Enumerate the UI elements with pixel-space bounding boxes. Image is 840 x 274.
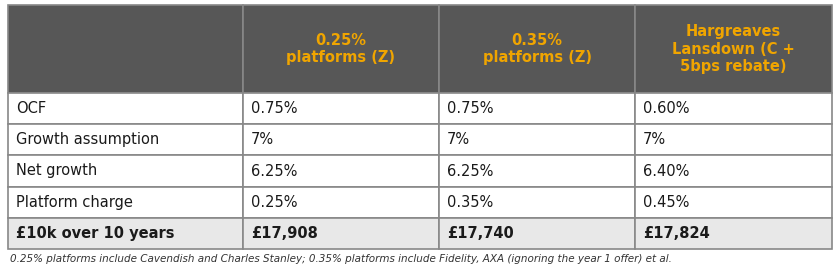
Bar [8,155,243,187]
Bar [439,124,635,155]
Bar [8,93,243,124]
Bar [439,218,635,249]
Text: 7%: 7% [251,132,274,147]
Text: 6.40%: 6.40% [643,164,690,178]
Text: £10k over 10 years: £10k over 10 years [16,226,175,241]
Bar [8,124,243,155]
Text: 0.75%: 0.75% [447,101,493,116]
Bar [635,187,832,218]
Text: 0.25% platforms include Cavendish and Charles Stanley; 0.35% platforms include F: 0.25% platforms include Cavendish and Ch… [10,254,672,264]
Bar [439,187,635,218]
Text: 6.25%: 6.25% [251,164,297,178]
Bar [8,218,243,249]
Text: Growth assumption: Growth assumption [16,132,160,147]
Text: 0.35%: 0.35% [447,195,493,210]
Bar [243,187,439,218]
Text: 0.25%
platforms (Z): 0.25% platforms (Z) [286,33,396,65]
Text: 6.25%: 6.25% [447,164,493,178]
Text: Platform charge: Platform charge [16,195,133,210]
Bar [8,5,243,93]
Bar [635,155,832,187]
Text: OCF: OCF [16,101,46,116]
Text: £17,740: £17,740 [447,226,514,241]
Text: 0.25%: 0.25% [251,195,297,210]
Bar [635,93,832,124]
Bar [439,5,635,93]
Text: 0.45%: 0.45% [643,195,690,210]
Bar [243,218,439,249]
Bar [243,5,439,93]
Text: Net growth: Net growth [16,164,97,178]
Bar [635,218,832,249]
Bar [8,187,243,218]
Text: £17,824: £17,824 [643,226,710,241]
Text: 0.60%: 0.60% [643,101,690,116]
Text: 0.35%
platforms (Z): 0.35% platforms (Z) [482,33,591,65]
Bar [635,124,832,155]
Bar [243,93,439,124]
Bar [243,155,439,187]
Text: £17,908: £17,908 [251,226,318,241]
Bar [243,124,439,155]
Text: Hargreaves
Lansdown (C +
5bps rebate): Hargreaves Lansdown (C + 5bps rebate) [672,24,795,74]
Text: 0.75%: 0.75% [251,101,297,116]
Text: 7%: 7% [447,132,470,147]
Bar [439,93,635,124]
Bar [635,5,832,93]
Text: 7%: 7% [643,132,666,147]
Bar [439,155,635,187]
